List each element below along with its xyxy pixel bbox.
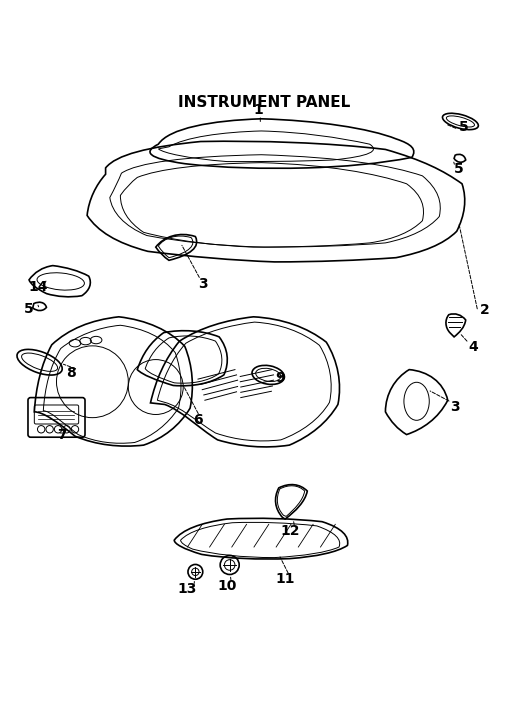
- Text: 14: 14: [29, 280, 48, 294]
- Text: 5: 5: [459, 120, 468, 134]
- Text: 4: 4: [468, 340, 478, 354]
- Text: 3: 3: [199, 277, 208, 291]
- Text: 6: 6: [193, 413, 203, 427]
- Text: 8: 8: [67, 366, 76, 379]
- FancyBboxPatch shape: [28, 397, 85, 437]
- Text: 7: 7: [58, 427, 67, 442]
- FancyBboxPatch shape: [34, 405, 79, 424]
- Text: 10: 10: [218, 579, 237, 593]
- Text: 11: 11: [276, 571, 295, 586]
- Text: 5: 5: [24, 302, 34, 316]
- Text: 5: 5: [454, 162, 463, 176]
- Text: 1: 1: [254, 103, 263, 117]
- Text: 3: 3: [450, 400, 460, 414]
- Text: 9: 9: [275, 371, 285, 385]
- Text: INSTRUMENT PANEL: INSTRUMENT PANEL: [178, 95, 350, 110]
- Text: 13: 13: [178, 582, 197, 596]
- Text: 2: 2: [480, 304, 489, 317]
- Text: 12: 12: [281, 524, 300, 538]
